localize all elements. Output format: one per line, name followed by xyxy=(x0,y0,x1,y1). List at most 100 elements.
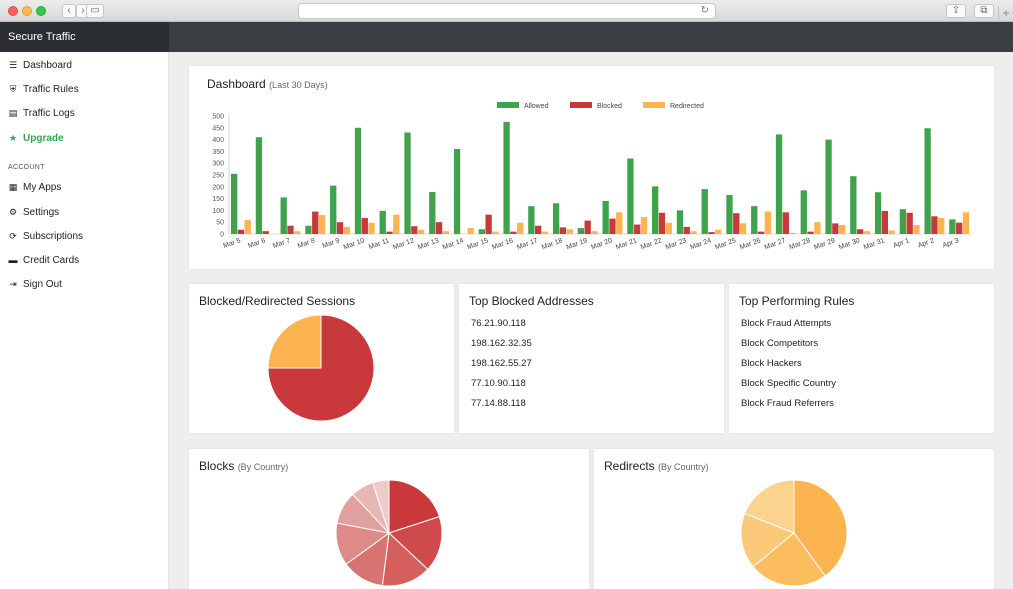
close-window-button[interactable] xyxy=(8,6,18,16)
tabs-overview-icon[interactable]: ⧉ xyxy=(974,4,994,18)
bar-allowed[interactable] xyxy=(330,185,337,234)
bar-allowed[interactable] xyxy=(800,190,807,234)
bar-redirected[interactable] xyxy=(368,222,375,234)
back-button[interactable]: ‹ xyxy=(62,4,76,18)
bar-allowed[interactable] xyxy=(949,219,956,234)
bar-blocked[interactable] xyxy=(262,231,269,234)
rule-item[interactable]: Block Hackers xyxy=(741,358,802,369)
bar-blocked[interactable] xyxy=(559,227,567,234)
bar-blocked[interactable] xyxy=(584,220,591,234)
bar-allowed[interactable] xyxy=(775,134,783,234)
bar-blocked[interactable] xyxy=(881,210,889,234)
sidebar-toggle-icon[interactable]: ▭ xyxy=(86,4,104,18)
bar-allowed[interactable] xyxy=(850,176,857,234)
bar-redirected[interactable] xyxy=(814,222,821,234)
bar-redirected[interactable] xyxy=(244,219,251,234)
sidebar-item-settings[interactable]: ⚙ Settings xyxy=(8,204,59,220)
sidebar-item-traffic-rules[interactable]: ⛨ Traffic Rules xyxy=(8,81,79,97)
bar-allowed[interactable] xyxy=(305,225,312,234)
bar-blocked[interactable] xyxy=(287,225,294,234)
bar-redirected[interactable] xyxy=(839,225,846,234)
bar-allowed[interactable] xyxy=(701,189,708,234)
legend-label[interactable]: Redirected xyxy=(670,103,704,110)
bar-blocked[interactable] xyxy=(386,231,393,234)
bar-redirected[interactable] xyxy=(591,231,598,234)
bar-redirected[interactable] xyxy=(690,231,697,234)
bar-redirected[interactable] xyxy=(888,230,895,234)
bar-redirected[interactable] xyxy=(541,231,549,234)
bar-redirected[interactable] xyxy=(442,231,450,234)
bar-allowed[interactable] xyxy=(602,200,609,234)
sidebar-item-credit-cards[interactable]: ▬ Credit Cards xyxy=(8,252,80,268)
bar-allowed[interactable] xyxy=(627,158,634,234)
new-tab-button[interactable]: + xyxy=(998,6,1013,22)
bar-allowed[interactable] xyxy=(874,192,882,234)
bar-redirected[interactable] xyxy=(566,229,573,234)
bar-allowed[interactable] xyxy=(676,210,684,234)
pie-slice[interactable] xyxy=(371,479,390,534)
legend-label[interactable]: Allowed xyxy=(524,103,549,110)
bar-allowed[interactable] xyxy=(404,132,411,234)
bar-redirected[interactable] xyxy=(913,225,920,234)
bar-redirected[interactable] xyxy=(517,222,524,234)
bar-redirected[interactable] xyxy=(863,231,871,234)
bar-allowed[interactable] xyxy=(255,137,263,234)
pie-slice[interactable] xyxy=(740,512,795,568)
bar-redirected[interactable] xyxy=(393,214,400,234)
zoom-window-button[interactable] xyxy=(36,6,46,16)
bar-blocked[interactable] xyxy=(658,212,666,234)
bar-allowed[interactable] xyxy=(552,203,560,234)
bar-redirected[interactable] xyxy=(715,229,722,234)
bar-allowed[interactable] xyxy=(379,210,386,234)
bar-blocked[interactable] xyxy=(757,231,765,234)
bar-blocked[interactable] xyxy=(336,222,344,234)
bar-blocked[interactable] xyxy=(931,216,938,234)
bar-blocked[interactable] xyxy=(634,224,641,234)
bar-redirected[interactable] xyxy=(318,215,326,234)
bar-redirected[interactable] xyxy=(665,222,672,234)
rule-item[interactable]: Block Competitors xyxy=(741,338,819,349)
bar-allowed[interactable] xyxy=(924,128,931,234)
sidebar-item-sign-out[interactable]: ⇥ Sign Out xyxy=(8,276,62,292)
bar-redirected[interactable] xyxy=(417,229,425,234)
sidebar-item-upgrade[interactable]: ★ Upgrade xyxy=(8,130,64,146)
bar-redirected[interactable] xyxy=(294,231,301,234)
bar-allowed[interactable] xyxy=(453,149,461,234)
sidebar-item-subscriptions[interactable]: ⟳ Subscriptions xyxy=(8,228,83,244)
blocked-address-item[interactable]: 76.21.90.118 xyxy=(471,318,526,329)
bar-blocked[interactable] xyxy=(708,232,715,234)
bar-allowed[interactable] xyxy=(478,229,485,234)
rule-item[interactable]: Block Specific Country xyxy=(741,378,837,389)
legend-swatch[interactable] xyxy=(570,102,592,108)
bar-blocked[interactable] xyxy=(906,212,913,234)
bar-allowed[interactable] xyxy=(528,206,535,234)
legend-swatch[interactable] xyxy=(643,102,665,108)
rule-item[interactable]: Block Fraud Referrers xyxy=(741,398,834,409)
bar-allowed[interactable] xyxy=(899,209,906,234)
bar-redirected[interactable] xyxy=(962,212,970,234)
legend-label[interactable]: Blocked xyxy=(597,103,622,110)
bar-allowed[interactable] xyxy=(429,191,436,234)
bar-blocked[interactable] xyxy=(733,213,740,234)
share-icon[interactable]: ⇪ xyxy=(946,4,966,18)
pie-slice[interactable] xyxy=(388,479,441,534)
bar-blocked[interactable] xyxy=(956,222,963,234)
bar-blocked[interactable] xyxy=(312,211,319,234)
bar-redirected[interactable] xyxy=(739,223,747,234)
legend-swatch[interactable] xyxy=(497,102,519,108)
pie-slice[interactable] xyxy=(388,515,443,570)
pie-slice[interactable] xyxy=(381,531,429,587)
bar-blocked[interactable] xyxy=(782,212,789,234)
bar-redirected[interactable] xyxy=(616,212,623,234)
bar-blocked[interactable] xyxy=(832,223,839,234)
blocked-address-item[interactable]: 77.10.90.118 xyxy=(471,378,526,389)
bar-allowed[interactable] xyxy=(726,195,733,234)
bar-blocked[interactable] xyxy=(485,214,492,234)
bar-blocked[interactable] xyxy=(510,231,517,234)
bar-redirected[interactable] xyxy=(467,228,474,234)
blocked-address-item[interactable]: 77.14.88.118 xyxy=(471,398,526,409)
rule-item[interactable]: Block Fraud Attempts xyxy=(741,318,832,329)
bar-redirected[interactable] xyxy=(640,217,648,234)
bar-blocked[interactable] xyxy=(435,222,443,234)
minimize-window-button[interactable] xyxy=(22,6,32,16)
